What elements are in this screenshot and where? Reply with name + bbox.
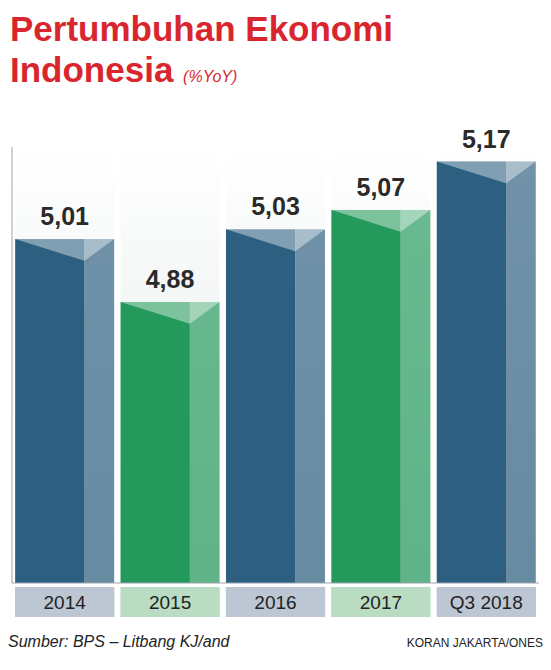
html-text:Pertumbuhan Ekonomi Indonesia: Pertumbuhan Ekonomi Indonesia xyxy=(10,9,394,89)
svg-text:2014: 2014 xyxy=(44,592,87,613)
svg-text:4,88: 4,88 xyxy=(146,265,195,293)
html-text:Sumber: BPS – Litbang KJ/and: Sumber: BPS – Litbang KJ/and xyxy=(8,633,230,650)
svg-text:2017: 2017 xyxy=(360,592,402,613)
svg-text:5,03: 5,03 xyxy=(251,192,300,220)
html-text:KORAN JAKARTA/ONES: KORAN JAKARTA/ONES xyxy=(406,636,543,650)
svg-text:5,17: 5,17 xyxy=(462,125,511,153)
svg-text:5,07: 5,07 xyxy=(357,173,406,201)
svg-text:2016: 2016 xyxy=(254,592,296,613)
html-text:(%YoY): (%YoY) xyxy=(183,68,238,85)
svg-text:5,01: 5,01 xyxy=(40,202,89,230)
svg-text:2015: 2015 xyxy=(149,592,191,613)
svg-text:Q3 2018: Q3 2018 xyxy=(450,592,523,613)
